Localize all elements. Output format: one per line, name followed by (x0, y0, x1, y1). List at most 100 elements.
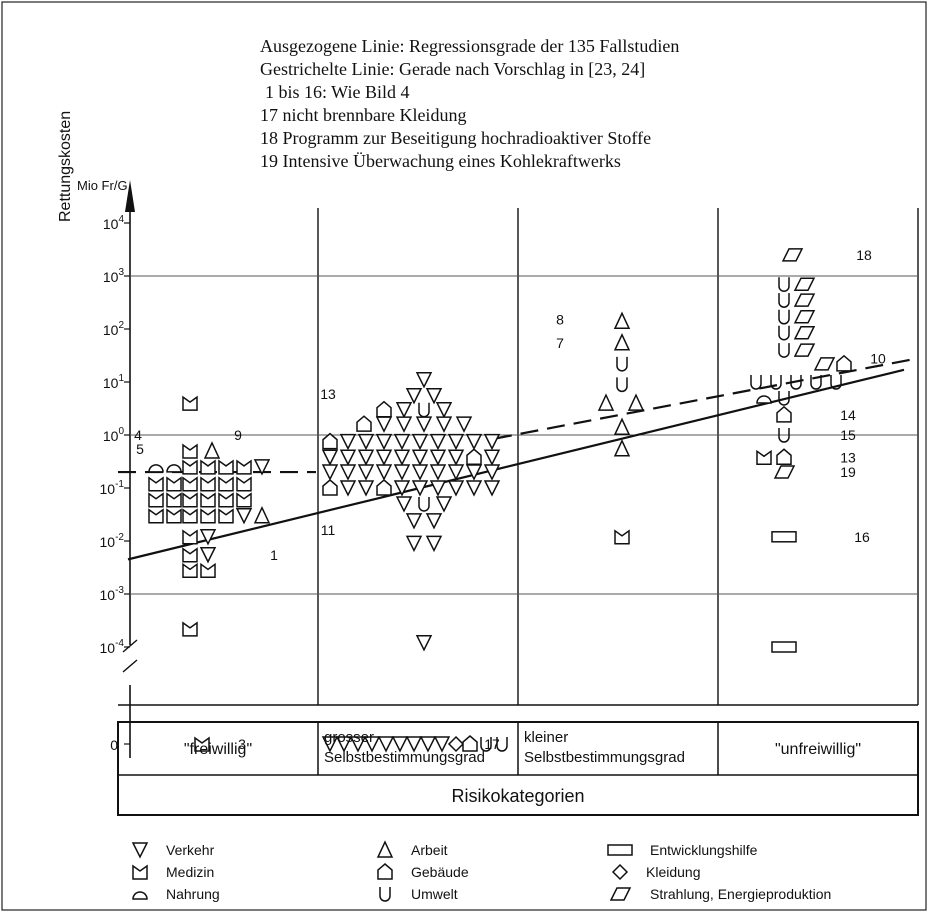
arbeit-triangle-shape (613, 417, 631, 436)
strahlung-shape (793, 325, 816, 340)
note-3: 1 bis 16: Wie Bild 4 (265, 82, 409, 102)
data-point-verkehr (375, 464, 393, 481)
data-point-verkehr (411, 464, 429, 481)
verkehr-triangle-shape (447, 433, 465, 451)
data-point-verkehr (321, 449, 339, 466)
data-point-verkehr (339, 449, 357, 466)
verkehr-triangle-shape (429, 480, 447, 497)
verkehr-triangle-shape (483, 464, 501, 481)
data-point-verkehr (393, 480, 411, 497)
medizin-shape (200, 476, 216, 492)
data-point-umwelt (778, 277, 790, 292)
verkehr-triangle-shape (447, 480, 465, 497)
data-point-verkehr (395, 401, 413, 419)
data-point-arbeit (613, 417, 631, 436)
medizin-shape (200, 459, 216, 475)
annotation-label: 5 (136, 441, 144, 457)
data-point-verkehr (391, 736, 409, 753)
data-point-medizin (182, 476, 198, 492)
data-point-strahlung (773, 465, 796, 479)
data-point-medizin (756, 449, 772, 466)
medizin-shape (132, 864, 148, 880)
annotation-label: 15 (840, 427, 856, 443)
arbeit-triangle-shape (597, 393, 615, 411)
annotation-label: 16 (854, 529, 870, 545)
data-point-verkehr (435, 416, 453, 433)
y-tick-label: 103 (103, 267, 125, 285)
legend-label-verkehr: Verkehr (166, 842, 215, 858)
data-point-arbeit (253, 505, 271, 524)
data-point-medizin (182, 443, 198, 459)
legend-label-umwelt: Umwelt (411, 886, 458, 902)
verkehr-triangle-shape (199, 547, 217, 564)
data-point-gebaeude (322, 479, 338, 496)
strahlung-shape (773, 465, 796, 479)
data-point-verkehr (465, 480, 483, 497)
data-point-umwelt (778, 390, 790, 406)
data-point-umwelt (480, 737, 492, 752)
verkehr-triangle-shape (455, 416, 473, 433)
medizin-shape (148, 508, 164, 524)
umwelt-shape (778, 325, 790, 341)
medizin-shape (236, 459, 252, 475)
data-point-verkehr (465, 433, 483, 451)
data-point-gebaeude (356, 415, 372, 432)
data-point-medizin (182, 562, 198, 579)
annotation-label: 8 (556, 312, 564, 328)
medizin-shape (148, 492, 164, 508)
verkehr-triangle-shape (253, 459, 271, 476)
data-point-strahlung (793, 277, 816, 291)
umwelt-shape (418, 496, 430, 512)
data-point-verkehr (339, 433, 357, 451)
data-point-kleidung (447, 735, 465, 753)
data-point-verkehr (415, 372, 433, 389)
data-point-nahrung (148, 464, 164, 473)
strahlung-shape (813, 357, 836, 371)
annotation-label: 3 (238, 736, 246, 752)
data-point-umwelt (616, 356, 628, 372)
verkehr-triangle-shape (375, 449, 393, 466)
data-point-umwelt (778, 325, 790, 341)
data-point-medizin (166, 476, 182, 492)
data-point-umwelt (418, 402, 430, 418)
legend-label-arbeit: Arbeit (411, 842, 448, 858)
annotation-label: 4 (134, 427, 142, 443)
medizin-shape (236, 492, 252, 508)
data-point-medizin (148, 476, 164, 492)
verkehr-triangle-shape (483, 449, 501, 466)
data-point-verkehr (447, 449, 465, 466)
data-point-verkehr (357, 449, 375, 466)
verkehr-triangle-shape (483, 480, 501, 497)
annotation-label: 18 (856, 247, 872, 263)
legend-symbol-strahlung (609, 887, 632, 901)
entwicklung-shape (607, 844, 633, 856)
data-point-verkehr (435, 496, 453, 513)
data-point-verkehr (455, 416, 473, 433)
y-axis-arrow (125, 180, 135, 212)
data-point-entwicklung (771, 531, 797, 543)
regression-dashed-line (493, 358, 915, 440)
verkehr-triangle-shape (447, 464, 465, 481)
verkehr-triangle-shape (395, 401, 413, 419)
data-point-umwelt (778, 428, 790, 443)
verkehr-triangle-shape (447, 449, 465, 466)
annotation-label: 11 (321, 522, 336, 538)
legend-symbol-verkehr (131, 842, 149, 859)
data-point-verkehr (393, 464, 411, 481)
note-5: 18 Programm zur Beseitigung hochradioakt… (260, 128, 651, 148)
data-point-verkehr (375, 449, 393, 466)
verkehr-triangle-shape (411, 464, 429, 481)
note-6: 19 Intensive Überwachung eines Kohlekraf… (260, 151, 621, 171)
medizin-shape (182, 459, 198, 475)
verkehr-triangle-shape (199, 529, 217, 546)
medizin-shape (182, 547, 198, 563)
data-point-verkehr (447, 480, 465, 497)
data-point-strahlung (793, 293, 816, 307)
strahlung-shape (609, 887, 632, 901)
verkehr-triangle-shape (357, 480, 375, 497)
data-point-verkehr (339, 480, 357, 497)
entwicklung-shape (771, 641, 797, 653)
annotation-label: 1 (270, 547, 278, 563)
